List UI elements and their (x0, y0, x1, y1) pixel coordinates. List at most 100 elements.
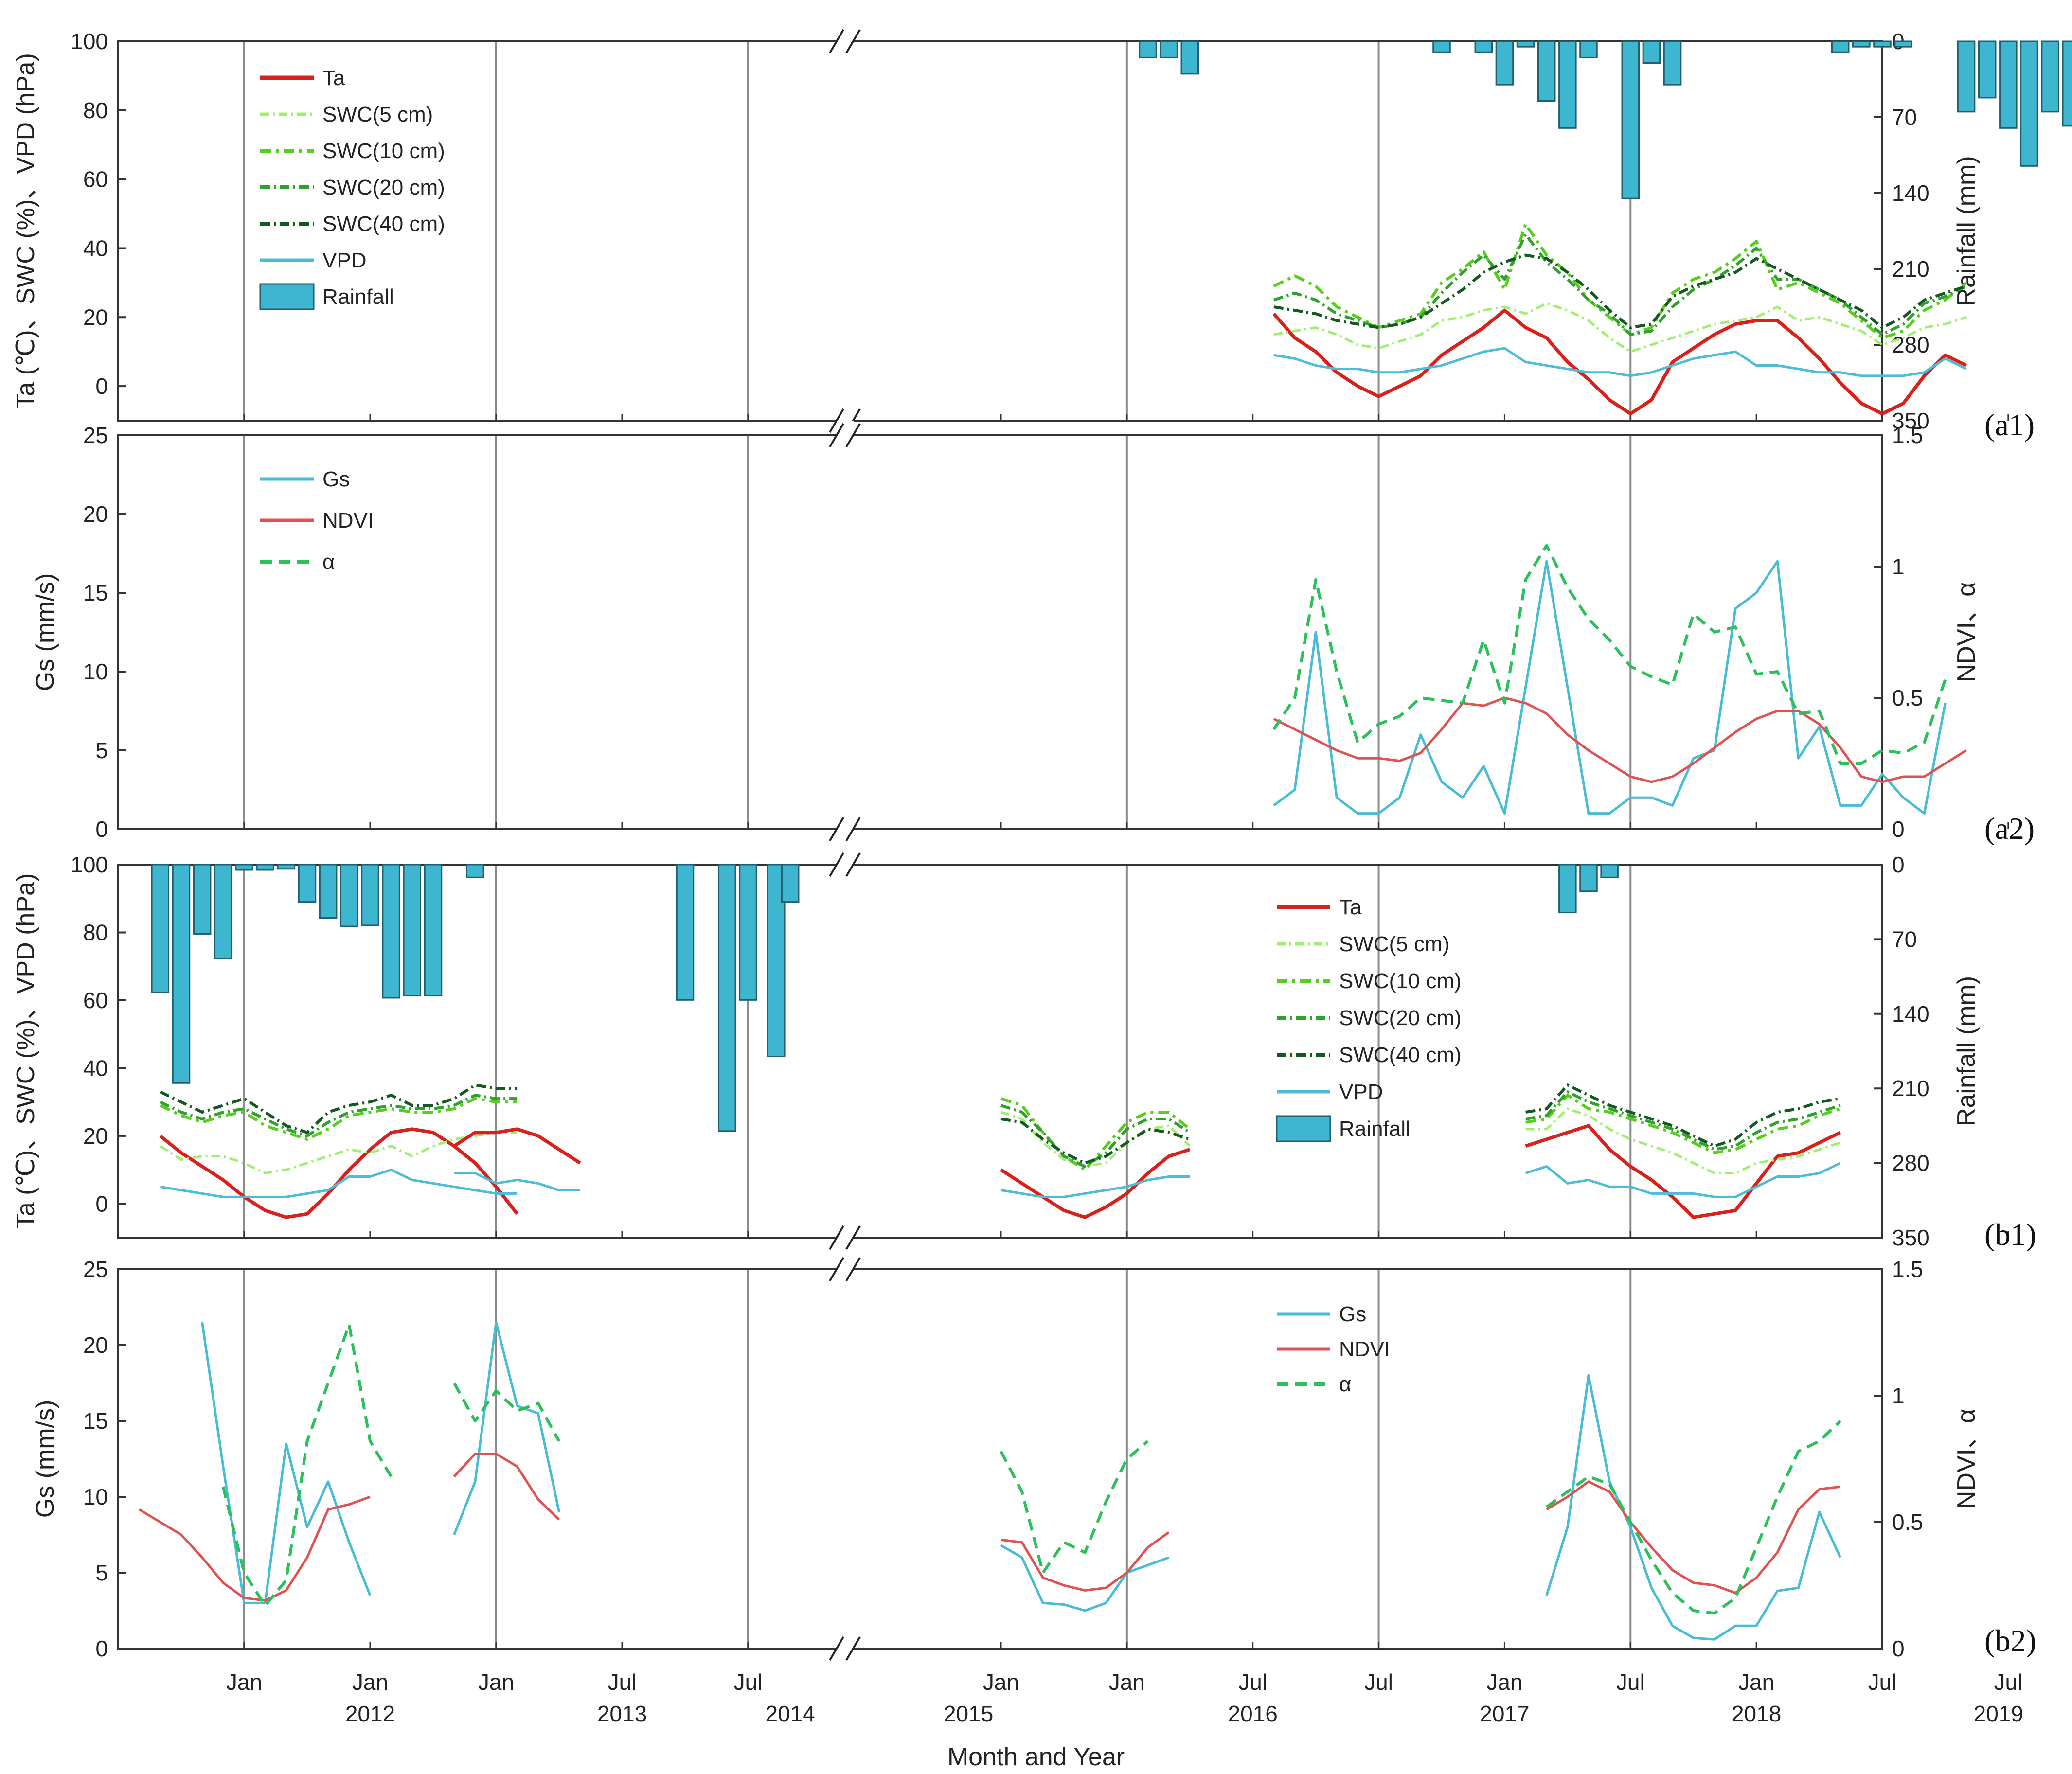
series-VPD (1273, 347, 1967, 377)
year-label: 2018 (1732, 1701, 1781, 1726)
y2-tick-label: 140 (1892, 1001, 1929, 1027)
legend-label: NDVI (322, 509, 374, 532)
panel-b2: 0 5 10 15 20 25 0 0.5 1 1.5 Gs (mm/s) NDVI、α (31, 1255, 2009, 1663)
axis-break-gap (837, 27, 854, 56)
y2-tick-label: 140 (1892, 180, 1929, 206)
rainfall-bar (340, 864, 358, 927)
series-SWC(5 cm) (1273, 302, 1967, 353)
series-NDVI (453, 1453, 560, 1521)
y2-tick-label: 1.5 (1892, 1257, 1923, 1282)
series-NDVI (1000, 1531, 1170, 1592)
y-tick-label: 100 (71, 29, 108, 54)
rainfall-bar (718, 864, 736, 1132)
legend-label: SWC(40 cm) (1339, 1043, 1462, 1067)
month-tick-label: Jul (1994, 1669, 2022, 1695)
y-tick-label: 20 (83, 501, 108, 527)
rainfall-bar (1663, 40, 1682, 86)
y-tick-label: 5 (95, 1560, 108, 1585)
axes-frame (117, 864, 1883, 1239)
rainfall-bar (1558, 864, 1577, 914)
series-α (1000, 1440, 1149, 1574)
legend-label: VPD (1339, 1080, 1383, 1104)
x-axis-label: Month and Year (947, 1743, 1125, 1771)
panel-a2: 0 5 10 15 20 25 0 0.5 1 1.5 Gs (mm/s) NDVI、α (31, 421, 2009, 844)
rainfall-bar (1957, 40, 1976, 113)
axis-break-mark (829, 1225, 844, 1250)
axis-break-gap (837, 421, 854, 450)
month-tick-label: Jan (226, 1669, 262, 1695)
rainfall-bar (2041, 40, 2059, 113)
axes-frame (117, 1268, 1883, 1650)
series-VPD (1000, 1175, 1190, 1198)
month-tick-label: Jul (1868, 1669, 1897, 1695)
y-tick-label: 20 (83, 1332, 108, 1358)
legend-label: α (322, 550, 335, 574)
rainfall-bar (1978, 40, 1997, 99)
legend-label: Gs (1339, 1302, 1366, 1326)
year-labels: 2012 2013 2014 2015 2016 2017 2018 2019 (345, 1701, 2023, 1726)
series-SWC(20 cm) (160, 1094, 518, 1137)
rainfall-bar (193, 864, 212, 935)
axis-break-mark (845, 852, 861, 877)
axis-break-gap (837, 1223, 854, 1252)
year-label: 2017 (1480, 1701, 1529, 1726)
rainfall-bar (1600, 864, 1619, 878)
rainfall-bar (1160, 40, 1178, 58)
legend-label: VPD (322, 248, 366, 272)
legend-label: SWC(20 cm) (322, 176, 445, 199)
panel-b1: 0 20 40 60 80 100 0 70 140 210 280 350 Ta (℃)、SWC (%… (12, 850, 2009, 1252)
rainfall-bar (1831, 40, 1850, 53)
axis-break-mark (845, 423, 861, 448)
series-VPD (454, 1172, 580, 1191)
legend-label: Ta (322, 66, 345, 90)
series-SWC(5 cm) (159, 1131, 518, 1175)
series-Gs (453, 1321, 560, 1535)
y-tick-label: 0 (95, 373, 108, 399)
rainfall-bar (1642, 40, 1661, 64)
y-axis-label: Ta (℃)、SWC (%)、VPD (hPa) (12, 53, 40, 409)
legend-label: SWC(10 cm) (322, 139, 445, 163)
y-tick-label: 0 (95, 1636, 108, 1661)
axis-break-mark (829, 816, 844, 842)
legend-a1: Ta SWC(5 cm) SWC(10 cm) SWC(20 cm) SWC(40 cm… (259, 66, 445, 310)
series-SWC(10 cm) (1273, 222, 1967, 339)
y-axis-label: Gs (mm/s) (31, 1400, 59, 1518)
series-SWC(40 cm) (160, 1083, 518, 1134)
legend-label: Rainfall (322, 285, 394, 309)
axis-break-gap (837, 1634, 854, 1663)
year-label: 2013 (597, 1701, 647, 1726)
rainfall-bar (298, 864, 317, 903)
legend-label: SWC(20 cm) (1339, 1006, 1462, 1030)
panel-label-b2: (b2) (1984, 1623, 2036, 1658)
month-tick-label: Jan (1486, 1669, 1522, 1695)
y-tick-label: 5 (95, 738, 108, 763)
series-Gs (1273, 560, 1947, 815)
legend-a2: Gs NDVI α (260, 467, 374, 574)
series-SWC(40 cm) (1000, 1117, 1191, 1165)
y-tick-label: 40 (83, 1055, 108, 1081)
series-α (453, 1382, 561, 1442)
y2-tick-label: 1.5 (1892, 423, 1923, 448)
month-tick-labels: Jan Jan Jan Jul Jul Jan Jan Jul Jul Jan Jul Jan Jul J… (226, 1669, 2022, 1695)
y2-tick-label: 0 (1892, 816, 1905, 842)
y-tick-label: 20 (83, 1123, 108, 1149)
series-Ta (1272, 308, 1967, 416)
y-tick-label: 60 (83, 167, 108, 192)
series-Gs (201, 1322, 372, 1604)
month-tick-label: Jan (983, 1669, 1019, 1695)
axis-break-mark (829, 29, 844, 54)
series-SWC(40 cm) (1273, 253, 1967, 329)
series-SWC(40 cm) (1525, 1083, 1841, 1148)
y2-tick-label: 350 (1892, 408, 1929, 433)
legend-label: NDVI (1339, 1337, 1390, 1361)
y2-tick-label: 280 (1892, 1151, 1929, 1176)
rainfall-bar (781, 864, 800, 903)
axis-break-mark (845, 29, 861, 54)
rainfall-bar (739, 864, 757, 1001)
month-tick-label: Jul (608, 1669, 637, 1695)
axis-break-mark (845, 1225, 861, 1250)
rainfall-bar (1516, 40, 1535, 48)
rainfall-bar (466, 864, 484, 878)
